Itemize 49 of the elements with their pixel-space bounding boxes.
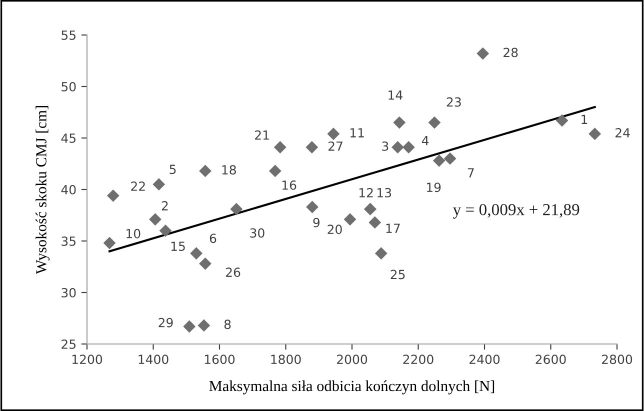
x-tick-label: 2200	[403, 354, 434, 364]
annotation: 12	[359, 188, 373, 198]
y-tick-label: 55	[62, 30, 76, 40]
annotation: 17	[386, 224, 400, 233]
annotation: 25	[390, 270, 405, 280]
annotation: 6	[210, 234, 216, 244]
x-axis-title: Maksymalna siła odbicia kończyn dolnych [N]	[209, 380, 494, 394]
annotation: 18	[222, 165, 236, 175]
annotation: 9	[313, 218, 320, 228]
y-tick-label: 50	[62, 82, 76, 92]
annotation: 29	[158, 318, 173, 328]
y-tick-label: 45	[61, 134, 76, 143]
annotation: 28	[504, 48, 518, 58]
annotation: 20	[328, 224, 342, 234]
x-tick-label: 1800	[271, 354, 301, 364]
annotation: 11	[350, 128, 364, 138]
annotation: 22	[131, 182, 145, 191]
annotation: 14	[388, 90, 402, 100]
y-tick-label: 30	[62, 288, 76, 298]
annotation: 27	[328, 141, 342, 151]
x-tick-label: 2000	[337, 354, 368, 364]
y-axis-title: Wysokość skoku CMJ [cm]	[36, 106, 50, 274]
x-tick-label: 2600	[536, 354, 566, 364]
annotation: 21	[255, 130, 269, 140]
annotation: 13	[378, 188, 392, 198]
annotation: 19	[426, 182, 441, 192]
x-tick-label: 2400	[470, 354, 500, 364]
annotation: 15	[171, 242, 185, 251]
y-tick-label: 40	[61, 184, 76, 194]
annotation: 24	[616, 128, 630, 138]
annotation: 5	[170, 164, 176, 174]
x-tick-label: 1600	[204, 354, 235, 364]
annotation: 3	[382, 141, 388, 151]
annotation: 8	[224, 320, 231, 330]
annotation: 23	[446, 97, 461, 107]
annotation: 16	[282, 180, 296, 190]
annotation: 1	[582, 114, 588, 124]
annotation: 26	[226, 268, 240, 278]
x-tick-label: 1400	[138, 354, 168, 364]
annotation: y = 0,009x + 21,89	[452, 204, 580, 219]
x-tick-label: 1200	[72, 354, 102, 364]
y-tick-label: 35	[62, 236, 76, 246]
annotation: 7	[468, 168, 474, 178]
x-tick-label: 2800	[602, 354, 632, 364]
annotation: 4	[422, 136, 429, 146]
y-tick-label: 25	[62, 339, 76, 349]
annotation: 10	[126, 228, 140, 238]
annotation: 2	[162, 201, 168, 210]
annotation: 30	[250, 228, 264, 238]
